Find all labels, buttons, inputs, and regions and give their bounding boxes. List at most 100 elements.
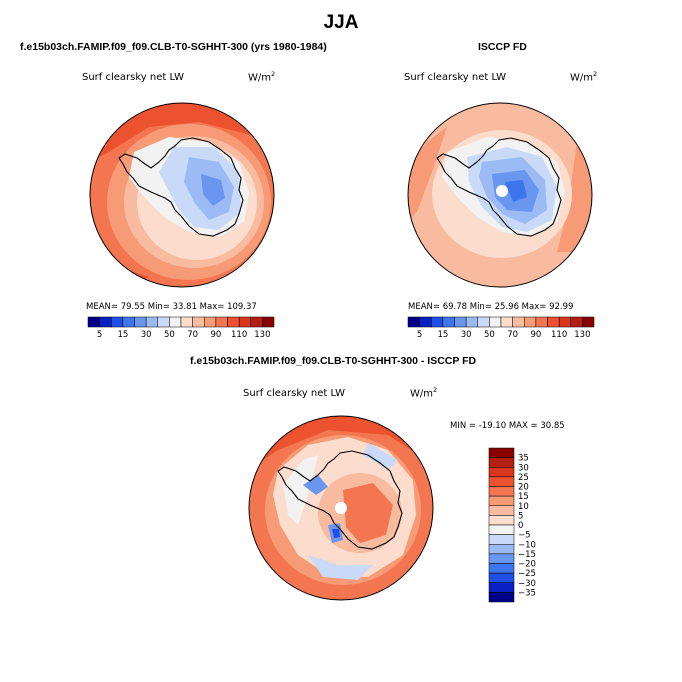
colorbar-tick-label: 5 [97,330,102,340]
panel2-polar-map [407,102,593,288]
colorbar-swatch [488,476,515,487]
colorbar-swatch [488,467,515,478]
colorbar-swatch [122,316,135,328]
colorbar-swatch [488,457,515,468]
colorbar-tick-label: 15 [518,492,529,502]
colorbar-tick-label: 10 [518,502,529,512]
colorbar-tick-label: −35 [518,588,536,598]
colorbar-swatch [558,316,571,328]
colorbar-tick-label: 0 [518,521,523,531]
panel1-polar-map [89,102,275,288]
colorbar-swatch [500,316,513,328]
colorbar-tick-label: 20 [518,483,529,493]
colorbar-swatch [419,316,432,328]
colorbar-swatch [180,316,193,328]
colorbar-tick-label: −20 [518,560,536,570]
field-region [201,174,225,206]
panel3-variable: Surf clearsky net LW [243,388,346,399]
colorbar-swatch [227,316,240,328]
colorbar-swatch [87,316,100,328]
field-region [363,443,398,470]
colorbar-swatch [250,316,263,328]
colorbar-swatch [512,316,525,328]
field-region [557,142,592,252]
field-region [283,455,318,525]
colorbar-tick-label: −5 [518,531,531,541]
colorbar-swatch [431,316,444,328]
colorbar-tick-label: −15 [518,550,536,560]
colorbar-tick-label: 110 [551,330,567,340]
missing-data-pole [335,502,347,514]
panel1-stats: MEAN= 79.55 Min= 33.81 Max= 109.37 [86,302,257,312]
panel2-units: W/m2 [570,70,598,84]
colorbar-swatch [488,447,515,458]
colorbar-swatch [238,316,251,328]
colorbar-tick-label: 30 [518,463,529,473]
colorbar-swatch [262,316,275,328]
colorbar-swatch [488,534,515,545]
colorbar-tick-label: 130 [574,330,590,340]
colorbar-swatch [547,316,560,328]
colorbar-tick-label: 130 [254,330,270,340]
colorbar-swatch [477,316,490,328]
colorbar-swatch [157,316,170,328]
colorbar-tick-label: −25 [518,569,536,579]
colorbar-swatch [169,316,182,328]
colorbar-swatch [488,582,515,593]
field-region [343,483,393,543]
field-region [90,103,274,162]
colorbar-swatch [465,316,478,328]
antarctica-coastline [277,450,403,550]
panel1-variable: Surf clearsky net LW [82,72,185,83]
panel1-colorbar: 5 15 30 50 70 90 110 130 [87,316,275,340]
panel3-units: W/m2 [410,386,438,400]
colorbar-swatch [489,316,502,328]
colorbar-swatch [454,316,467,328]
colorbar-tick-label: 110 [231,330,247,340]
panel3-stats: MIN = -19.10 MAX = 30.85 [450,421,565,431]
colorbar-swatch [442,316,455,328]
colorbar-tick-label: 50 [164,330,175,340]
colorbar-swatch [488,572,515,583]
colorbar-tick-label: 30 [461,330,472,340]
colorbar-swatch [488,505,515,516]
colorbar-tick-label: 90 [530,330,541,340]
panel2-colorbar: 5 15 30 50 70 90 110 130 [407,316,595,340]
panel3-case-label: f.e15b03ch.FAMIP.f09_f09.CLB-T0-SGHHT-30… [190,355,477,367]
colorbar-swatch [524,316,537,328]
colorbar-swatch [582,316,595,328]
colorbar-tick-label: 30 [141,330,152,340]
colorbar-swatch [192,316,205,328]
colorbar-swatch [407,316,420,328]
colorbar-tick-label: 70 [507,330,518,340]
panel1-units: W/m2 [248,70,276,84]
field-region [303,475,328,495]
antarctica-coastline [436,137,562,237]
colorbar-swatch [99,316,112,328]
colorbar-swatch [488,592,515,603]
colorbar-tick-label: 15 [117,330,128,340]
colorbar-tick-label: 90 [210,330,221,340]
colorbar-tick-label: 15 [437,330,448,340]
colorbar-tick-label: −30 [518,579,536,589]
colorbar-tick-label: 5 [417,330,422,340]
field-region [505,180,527,202]
colorbar-swatch [111,316,124,328]
missing-data-pole [496,185,508,197]
colorbar-swatch [488,563,515,574]
colorbar-tick-label: 35 [518,454,529,464]
colorbar-swatch [488,486,515,497]
colorbar-tick-label: 50 [484,330,495,340]
colorbar-swatch [134,316,147,328]
colorbar-swatch [488,544,515,555]
colorbar-swatch [488,515,515,526]
panel2-stats: MEAN= 69.78 Min= 25.96 Max= 92.99 [408,302,574,312]
colorbar-tick-label: −10 [518,540,536,550]
page-title: JJA [323,12,359,33]
panel3-polar-map [248,415,434,601]
panel1-case-label: f.e15b03ch.FAMIP.f09_f09.CLB-T0-SGHHT-30… [20,41,327,53]
panel2-case-label: ISCCP FD [478,41,527,53]
colorbar-tick-label: 25 [518,473,529,483]
field-region [332,529,340,538]
colorbar-swatch [145,316,158,328]
